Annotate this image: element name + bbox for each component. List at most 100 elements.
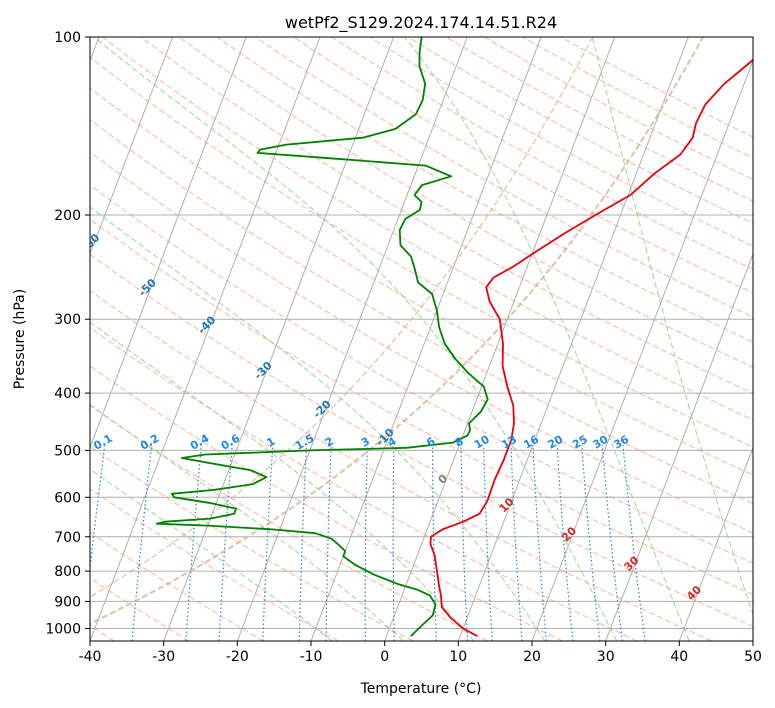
mixing-ratio-line xyxy=(262,445,274,641)
isotherm-line xyxy=(457,37,689,641)
moist-adiabat-line xyxy=(90,206,546,641)
x-tick-label: 30 xyxy=(597,649,615,665)
mixing-ratio-label: 3 xyxy=(359,435,372,450)
boundary-curve xyxy=(90,37,704,625)
y-tick-label: 600 xyxy=(54,490,81,506)
dry-adiabat-line xyxy=(216,37,753,343)
x-tick-label: -40 xyxy=(79,649,102,665)
boundary-curve xyxy=(90,37,594,598)
isotherm-line xyxy=(752,639,753,641)
y-tick-label: 300 xyxy=(54,312,81,328)
mixing-ratio-line xyxy=(325,445,332,641)
y-tick-label: 700 xyxy=(54,530,81,546)
chart-title: wetPf2_S129.2024.174.14.51.R24 xyxy=(285,13,557,33)
y-tick-label: 800 xyxy=(54,564,81,580)
isotherm-label: -20 xyxy=(311,397,334,420)
isotherm-line xyxy=(384,37,616,641)
dry-adiabat-line xyxy=(90,289,712,641)
moist-adiabat-line xyxy=(90,468,333,641)
dry-adiabat-line xyxy=(90,327,638,641)
isotherm-label: -60 xyxy=(79,231,102,254)
isotherm-label: -40 xyxy=(195,313,218,336)
dewpoint-profile-line xyxy=(155,37,489,637)
dry-adiabat-line xyxy=(90,404,488,641)
x-tick-label: 40 xyxy=(670,649,688,665)
x-tick-label: 20 xyxy=(523,649,541,665)
isotherm-label: 20 xyxy=(559,524,579,544)
dry-adiabat-line xyxy=(178,37,753,368)
isotherm-line xyxy=(90,37,321,641)
dry-adiabat-line xyxy=(90,577,190,641)
isotherm-line xyxy=(678,446,753,641)
isotherm-line xyxy=(163,37,395,641)
dry-adiabat-line xyxy=(90,218,753,595)
dry-adiabat-line xyxy=(560,37,753,138)
mixing-ratio-label: 10 xyxy=(472,433,492,452)
y-tick-label: 1000 xyxy=(45,622,81,638)
dry-adiabat-line xyxy=(522,37,753,159)
mixing-ratio-line xyxy=(601,445,623,641)
mixing-ratio-line xyxy=(218,445,233,641)
mixing-ratio-line xyxy=(622,445,646,641)
mixing-ratio-line xyxy=(90,445,106,573)
isotherm-label: -30 xyxy=(252,359,275,382)
dry-adiabat-line xyxy=(90,532,264,641)
y-tick-label: 100 xyxy=(54,30,81,46)
sounding-series xyxy=(155,37,753,637)
dry-adiabat-line xyxy=(90,118,753,505)
plot-frame xyxy=(89,36,754,642)
moist-adiabats xyxy=(90,37,753,641)
mixing-ratio-label: 6 xyxy=(424,434,437,449)
dry-adiabat-line xyxy=(293,37,753,294)
mixing-ratio-label: 2 xyxy=(323,435,336,450)
mixing-ratio-line xyxy=(483,445,493,641)
grid-lines xyxy=(90,37,753,641)
y-tick-label: 500 xyxy=(54,443,81,459)
mixing-ratio-label: 25 xyxy=(570,433,590,452)
boundary-curves xyxy=(90,37,704,625)
y-axis-ticks: 100 200 300 400 500 600 700 800 900 1000 xyxy=(45,30,90,638)
dry-adiabat-line xyxy=(90,488,339,641)
dry-adiabat-line xyxy=(90,253,753,627)
dry-adiabat-line xyxy=(140,37,753,394)
mixing-ratio-line xyxy=(556,445,574,641)
mixing-ratio-label: 0.2 xyxy=(138,432,161,453)
mixing-ratio-line xyxy=(364,445,368,641)
mixing-ratio-line xyxy=(532,445,547,641)
mixing-ratio-line xyxy=(131,445,153,641)
x-tick-label: -20 xyxy=(226,649,249,665)
isotherm-line xyxy=(310,37,542,641)
dry-adiabat-line xyxy=(90,151,753,534)
x-tick-label: 0 xyxy=(380,649,389,665)
isotherm-label: 40 xyxy=(684,583,704,603)
mixing-ratio-label: 36 xyxy=(611,433,631,452)
dry-adiabat-line xyxy=(483,37,753,180)
isotherm-line xyxy=(90,37,174,256)
x-tick-label: -30 xyxy=(152,649,175,665)
mixing-ratio-label: 16 xyxy=(521,433,541,452)
mixing-ratio-label: 1 xyxy=(264,435,277,450)
moist-adiabat-line xyxy=(93,37,618,641)
x-axis-ticks: -40 -30 -20 -10 0 10 20 30 40 50 xyxy=(79,641,762,665)
dry-adiabat-line xyxy=(90,56,753,448)
moist-adiabat-line xyxy=(592,37,753,616)
isotherm-line xyxy=(605,252,753,641)
mixing-ratio-lines xyxy=(90,445,646,641)
x-axis-label: Temperature (°C) xyxy=(360,681,482,697)
y-axis-label: Pressure (hPa) xyxy=(12,289,28,389)
isotherm-line xyxy=(90,37,247,449)
isotherm-label: -70 xyxy=(29,171,52,194)
isotherm-line xyxy=(531,59,753,641)
dry-adiabat-line xyxy=(254,37,753,318)
mixing-ratio-label: 0.6 xyxy=(219,431,243,452)
x-tick-label: -10 xyxy=(300,649,323,665)
mixing-ratio-line xyxy=(510,445,523,641)
dry-adiabat-line xyxy=(90,365,563,641)
mixing-ratio-line xyxy=(460,445,469,641)
moist-adiabat-line xyxy=(90,404,404,641)
plot-area: -100-90-80-70-60-50-40-30-20-10010203040… xyxy=(29,37,753,641)
isotherm-line xyxy=(236,37,468,641)
moist-adiabat-line xyxy=(90,321,475,641)
y-tick-label: 200 xyxy=(54,208,81,224)
